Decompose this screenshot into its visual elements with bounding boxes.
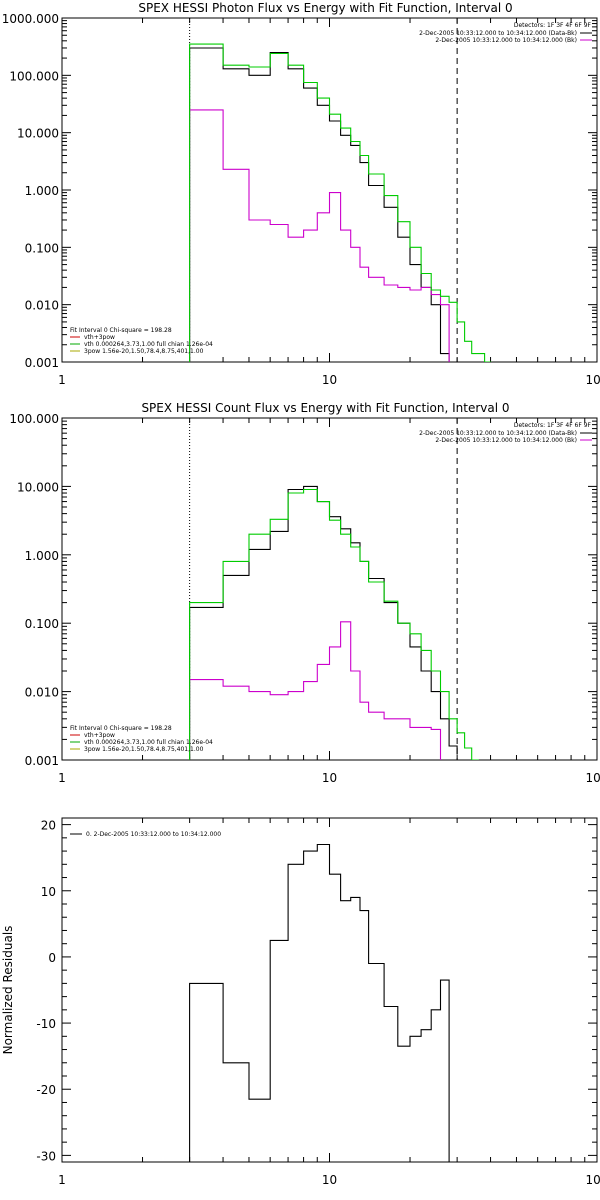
- legend-entry: 2-Dec-2005 10:33:12.000 to 10:34:12.000 …: [435, 37, 577, 44]
- detectors-label: Detectors: 1F 3F 4F 6F 9F: [514, 22, 592, 29]
- y-tick-label: 1.000: [25, 184, 59, 198]
- fit-legend-entry: 3pow 1.56e-20,1.50,78.4,8.75,401,1.00: [84, 348, 204, 355]
- legend-entry: 2-Dec-2005 10:33:12.000 to 10:34:12.000 …: [419, 30, 577, 37]
- series-line-1: [189, 843, 450, 1162]
- y-tick-label: 1.000: [25, 549, 59, 563]
- x-tick-label: 1: [58, 771, 66, 785]
- legend-entry: 0. 2-Dec-2005 10:33:12.000 to 10:34:12.0…: [86, 831, 221, 838]
- fit-legend: Fit Interval 0 Chi-square = 198.28vth+3p…: [70, 725, 213, 753]
- y-tick-label: 20: [41, 819, 56, 833]
- detectors-label: Detectors: 1F 3F 4F 6F 9F: [514, 422, 592, 429]
- series-line-2: [189, 109, 450, 362]
- series-line-1: [189, 47, 450, 362]
- fit-legend-entry: vth 0.000264,3.73,1.00 full chian 1.26e-…: [84, 739, 213, 746]
- fit-legend-header: Fit Interval 0 Chi-square = 198.28: [70, 327, 172, 334]
- detector-legend: Detectors: 1F 3F 4F 6F 9F2-Dec-2005 10:3…: [419, 22, 592, 44]
- series-group: [189, 843, 450, 1162]
- x-axis: 1 10 100: [58, 418, 600, 785]
- series-group: [189, 485, 479, 760]
- legend-entry: 2-Dec-2005 10:33:12.000 to 10:34:12.000 …: [419, 430, 577, 437]
- x-tick-label: 100: [586, 1173, 600, 1187]
- fit-legend-entry: vth+3pow: [84, 334, 115, 341]
- chart-panel-2: SPEX HESSI Count Flux vs Energy with Fit…: [9, 401, 600, 785]
- y-tick-label: 100.000: [9, 412, 59, 426]
- series-line-2: [189, 621, 442, 760]
- y-tick-label: -10: [36, 1017, 56, 1031]
- plot-frame: [61, 417, 598, 761]
- y-tick-label: 0.010: [25, 299, 59, 313]
- y-tick-label: 0: [48, 951, 56, 965]
- chart-title: SPEX HESSI Photon Flux vs Energy with Fi…: [138, 1, 512, 15]
- chart-title: SPEX HESSI Count Flux vs Energy with Fit…: [141, 401, 509, 415]
- y-tick-label: 0.100: [25, 241, 59, 255]
- x-tick-label: 100: [586, 373, 600, 387]
- x-axis: 1 10 100: [58, 818, 600, 1187]
- y-tick-label: 0.010: [25, 686, 59, 700]
- y-tick-label: 10.000: [17, 480, 59, 494]
- fit-legend-header: Fit Interval 0 Chi-square = 198.28: [70, 725, 172, 732]
- series-line-3: [189, 488, 479, 760]
- series-line-1: [189, 485, 458, 760]
- y-axis-label: Normalized Residuals: [1, 926, 15, 1055]
- series-line-3: [189, 43, 492, 362]
- chart-panel-1: SPEX HESSI Photon Flux vs Energy with Fi…: [2, 1, 600, 387]
- y-axis: 20 10 0 -10 -20 -30: [36, 819, 597, 1163]
- fit-legend-entry: vth 0.000264,3.73,1.00 full chian 1.26e-…: [84, 341, 213, 348]
- y-tick-label: 0.100: [25, 617, 59, 631]
- y-tick-label: 0.001: [25, 754, 59, 768]
- y-tick-label: 10.000: [17, 127, 59, 141]
- x-tick-label: 100: [586, 771, 600, 785]
- x-tick-label: 1: [58, 373, 66, 387]
- x-tick-label: 10: [322, 771, 337, 785]
- plot-frame: [61, 17, 598, 363]
- x-tick-label: 1: [58, 1173, 66, 1187]
- y-tick-label: -20: [36, 1083, 56, 1097]
- y-tick-label: 0.001: [25, 356, 59, 370]
- legend: 0. 2-Dec-2005 10:33:12.000 to 10:34:12.0…: [70, 831, 221, 838]
- x-tick-label: 10: [322, 373, 337, 387]
- y-tick-label: 1000.000: [2, 12, 59, 26]
- y-tick-label: 100.000: [9, 69, 59, 83]
- y-axis: 100.000 10.000 1.000 0.100 0.010 0.001: [9, 412, 597, 768]
- y-tick-label: -30: [36, 1149, 56, 1163]
- y-axis: 1000.000 100.000 10.000 1.000 0.100 0.010 0.00…: [2, 12, 597, 370]
- series-group: [189, 43, 492, 362]
- x-tick-label: 10: [322, 1173, 337, 1187]
- fit-legend-entry: 3pow 1.56e-20,1.50,78.4,8.75,401,1.00: [84, 746, 204, 753]
- y-tick-label: 10: [41, 885, 56, 899]
- detector-legend: Detectors: 1F 3F 4F 6F 9F2-Dec-2005 10:3…: [419, 422, 592, 444]
- fit-legend-entry: vth+3pow: [84, 732, 115, 739]
- legend-entry: 2-Dec-2005 10:33:12.000 to 10:34:12.000 …: [435, 437, 577, 444]
- fit-legend: Fit Interval 0 Chi-square = 198.28vth+3p…: [70, 327, 213, 355]
